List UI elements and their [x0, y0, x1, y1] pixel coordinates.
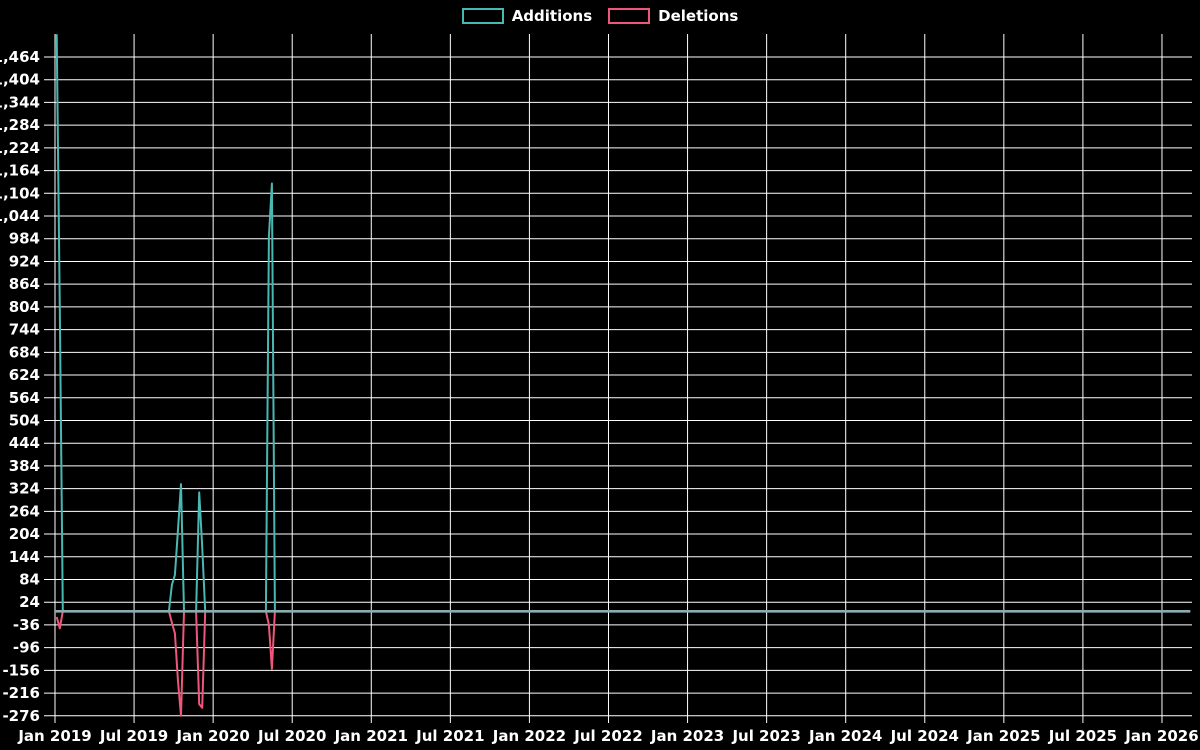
- y-tick-label: 684: [9, 343, 40, 361]
- y-tick-label: 1,404: [0, 71, 40, 89]
- legend-item-additions: Additions: [461, 7, 593, 25]
- y-tick-label: 624: [9, 366, 40, 384]
- y-tick-label: 1,224: [0, 139, 40, 157]
- x-tick-label: Jan 2019: [17, 727, 91, 745]
- x-tick-label: Jul 2022: [573, 727, 642, 745]
- x-tick-label: Jan 2021: [334, 727, 408, 745]
- y-tick-label: 504: [9, 411, 40, 429]
- x-tick-label: Jul 2020: [257, 727, 326, 745]
- y-axis-labels: 1,464 1,404 1,344 1,284 1,224 1,164 1,104 1,044…: [0, 48, 40, 725]
- y-tick-label: 144: [9, 548, 40, 566]
- x-tick-label: Jan 2020: [175, 727, 249, 745]
- additions-swatch-icon: [461, 8, 504, 24]
- x-tick-label: Jan 2026: [1124, 727, 1198, 745]
- y-tick-label: 1,464: [0, 48, 40, 66]
- x-tick-label: Jul 2025: [1048, 727, 1117, 745]
- y-tick-label: 384: [9, 457, 40, 475]
- legend-label-deletions: Deletions: [658, 7, 739, 25]
- x-tick-label: Jul 2021: [415, 727, 484, 745]
- y-tick-label: -36: [13, 616, 40, 634]
- x-tick-label: Jan 2022: [492, 727, 566, 745]
- y-tick-label: 24: [19, 593, 40, 611]
- legend-item-deletions: Deletions: [608, 7, 738, 25]
- deletions-line: [55, 610, 1191, 717]
- y-tick-label: -156: [2, 661, 40, 679]
- y-tick-label: 1,044: [0, 207, 40, 225]
- additions-line: [55, 34, 1191, 613]
- y-tick-label: 744: [9, 321, 40, 339]
- y-tick-label: 1,104: [0, 184, 40, 202]
- deletions-swatch-icon: [608, 8, 651, 24]
- y-tick-label: 1,164: [0, 162, 40, 180]
- y-tick-label: 804: [9, 298, 40, 316]
- y-tick-label: 564: [9, 389, 40, 407]
- x-tick-label: Jan 2023: [650, 727, 724, 745]
- y-tick-label: -216: [2, 684, 40, 702]
- y-tick-label: 84: [19, 570, 40, 588]
- y-tick-label: 984: [9, 230, 40, 248]
- x-tick-label: Jul 2023: [731, 727, 800, 745]
- y-tick-label: 1,284: [0, 116, 40, 134]
- legend-label-additions: Additions: [511, 7, 593, 25]
- x-tick-label: Jul 2024: [890, 727, 959, 745]
- x-tick-label: Jul 2019: [99, 727, 168, 745]
- y-tick-label: 444: [9, 434, 40, 452]
- y-tick-label: 264: [9, 502, 40, 520]
- y-tick-label: 1,344: [0, 93, 40, 111]
- y-tick-label: 204: [9, 525, 40, 543]
- gridlines: [44, 34, 1192, 723]
- x-tick-label: Jan 2025: [966, 727, 1040, 745]
- y-tick-label: -96: [13, 639, 40, 657]
- x-tick-label: Jan 2024: [808, 727, 882, 745]
- y-tick-label: 864: [9, 275, 40, 293]
- chart-legend: Additions Deletions: [0, 7, 1200, 25]
- x-axis-labels: Jan 2019 Jul 2019 Jan 2020 Jul 2020 Jan 2021…: [17, 727, 1198, 745]
- y-tick-label: 924: [9, 252, 40, 270]
- y-tick-label: 324: [9, 480, 40, 498]
- y-tick-label: -276: [2, 707, 40, 725]
